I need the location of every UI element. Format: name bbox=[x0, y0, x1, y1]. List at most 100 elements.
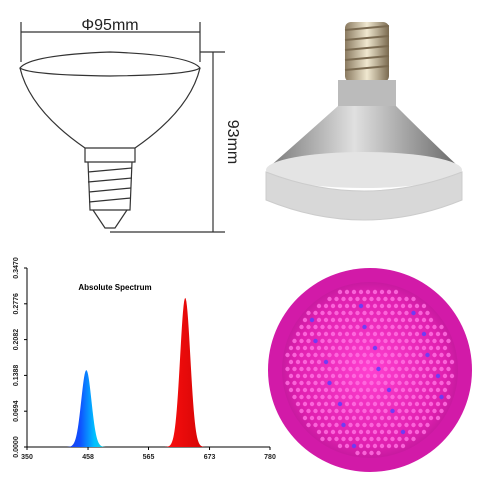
led-dot bbox=[390, 296, 395, 302]
led-dot bbox=[330, 387, 336, 393]
led-dot bbox=[383, 352, 388, 358]
led-dot bbox=[327, 436, 332, 442]
led-dot bbox=[292, 380, 297, 386]
led-dot bbox=[379, 443, 385, 449]
led-dot bbox=[393, 317, 399, 323]
led-dot bbox=[365, 387, 371, 393]
led-dot bbox=[397, 338, 402, 344]
led-dot bbox=[337, 303, 343, 309]
led-dot bbox=[397, 394, 402, 400]
led-dot bbox=[330, 345, 336, 351]
led-dot bbox=[337, 289, 343, 295]
led-dot bbox=[376, 422, 381, 428]
led-dot bbox=[372, 373, 378, 379]
led-dot bbox=[407, 373, 413, 379]
led-dot bbox=[393, 359, 399, 365]
led-dot bbox=[414, 317, 420, 323]
led-dot bbox=[334, 296, 339, 302]
led-dot bbox=[407, 415, 413, 421]
led-dot bbox=[376, 408, 381, 414]
led-dot bbox=[425, 352, 430, 358]
led-dot bbox=[341, 324, 346, 330]
led-dot bbox=[393, 401, 399, 407]
led-dot bbox=[330, 317, 336, 323]
led-dot bbox=[344, 317, 350, 323]
led-dot bbox=[285, 352, 290, 358]
led-dot bbox=[404, 352, 409, 358]
led-dot bbox=[362, 366, 367, 372]
led-dot bbox=[421, 415, 427, 421]
led-dot bbox=[351, 443, 357, 449]
led-dot bbox=[355, 338, 360, 344]
led-dot bbox=[376, 450, 381, 456]
led-dot bbox=[327, 296, 332, 302]
led-dot bbox=[316, 387, 322, 393]
led-dot bbox=[411, 408, 416, 414]
led-dot bbox=[372, 345, 378, 351]
led-dot bbox=[306, 338, 311, 344]
led-dot bbox=[428, 359, 434, 365]
led-dot bbox=[330, 331, 336, 337]
led-dot bbox=[288, 359, 294, 365]
led-dot bbox=[341, 380, 346, 386]
led-dot bbox=[323, 331, 329, 337]
led-dot bbox=[344, 303, 350, 309]
spectrum-peak bbox=[164, 297, 206, 447]
led-dot bbox=[442, 345, 448, 351]
led-dot bbox=[288, 345, 294, 351]
led-dot bbox=[372, 303, 378, 309]
led-dot bbox=[397, 324, 402, 330]
led-dot bbox=[369, 352, 374, 358]
led-dot bbox=[407, 429, 413, 435]
led-dot bbox=[323, 359, 329, 365]
led-dot bbox=[397, 422, 402, 428]
led-dot bbox=[362, 422, 367, 428]
led-dot bbox=[288, 373, 294, 379]
led-dot bbox=[358, 345, 364, 351]
led-dot bbox=[362, 394, 367, 400]
led-dot bbox=[372, 401, 378, 407]
led-dot bbox=[292, 366, 297, 372]
led-dot bbox=[432, 324, 437, 330]
led-dot bbox=[327, 408, 332, 414]
led-dot bbox=[379, 387, 385, 393]
led-dot bbox=[323, 387, 329, 393]
led-dot bbox=[414, 401, 420, 407]
led-dot bbox=[306, 380, 311, 386]
led-dot bbox=[439, 408, 444, 414]
led-dot bbox=[439, 352, 444, 358]
led-dot bbox=[369, 394, 374, 400]
led-dot bbox=[435, 415, 441, 421]
led-dot bbox=[355, 352, 360, 358]
led-dot bbox=[302, 345, 308, 351]
led-dot bbox=[400, 401, 406, 407]
led-dot bbox=[425, 324, 430, 330]
led-dot bbox=[323, 303, 329, 309]
led-dot bbox=[439, 366, 444, 372]
led-dot bbox=[393, 415, 399, 421]
led-dot bbox=[383, 436, 388, 442]
led-dot bbox=[421, 429, 427, 435]
led-dot bbox=[418, 394, 423, 400]
led-dot bbox=[372, 429, 378, 435]
led-dot bbox=[428, 345, 434, 351]
led-dot bbox=[383, 296, 388, 302]
led-dot bbox=[449, 359, 455, 365]
led-dot bbox=[404, 380, 409, 386]
led-dot bbox=[295, 331, 301, 337]
led-dot bbox=[355, 408, 360, 414]
led-dot bbox=[411, 310, 416, 316]
led-dot bbox=[341, 436, 346, 442]
led-dot bbox=[414, 429, 420, 435]
led-dot bbox=[320, 408, 325, 414]
led-dot bbox=[428, 373, 434, 379]
led-dot bbox=[302, 387, 308, 393]
led-dot bbox=[355, 366, 360, 372]
led-dot bbox=[313, 380, 318, 386]
led-dot bbox=[334, 310, 339, 316]
led-dot bbox=[379, 429, 385, 435]
led-dot bbox=[397, 366, 402, 372]
led-dot bbox=[393, 373, 399, 379]
led-dot bbox=[425, 380, 430, 386]
led-dot bbox=[407, 401, 413, 407]
